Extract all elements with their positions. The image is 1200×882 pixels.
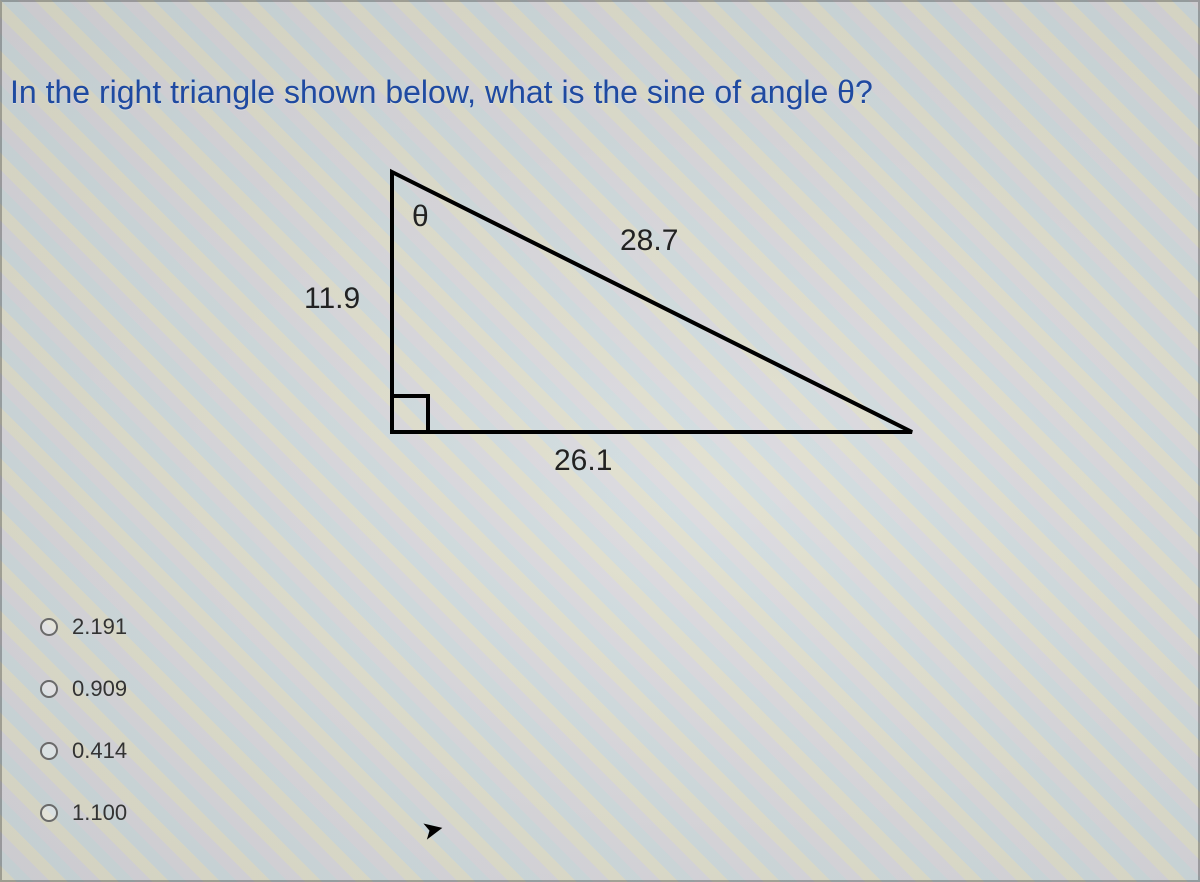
answer-list: 2.191 0.909 0.414 1.100	[40, 614, 127, 862]
theta-label: θ	[412, 200, 429, 234]
question-text: In the right triangle shown below, what …	[10, 74, 873, 111]
left-side-label: 11.9	[304, 282, 360, 316]
hypotenuse-label: 28.7	[620, 224, 678, 258]
triangle-svg	[292, 162, 932, 492]
base-label: 26.1	[554, 444, 612, 478]
answer-label: 0.909	[72, 676, 127, 702]
triangle-shape	[392, 172, 912, 432]
cursor-icon: ➤	[419, 812, 447, 847]
answer-option-4[interactable]: 1.100	[40, 800, 127, 826]
answer-label: 1.100	[72, 800, 127, 826]
triangle-diagram: θ 11.9 28.7 26.1	[292, 162, 932, 492]
answer-label: 0.414	[72, 738, 127, 764]
answer-option-1[interactable]: 2.191	[40, 614, 127, 640]
radio-icon	[40, 742, 58, 760]
answer-label: 2.191	[72, 614, 127, 640]
radio-icon	[40, 804, 58, 822]
right-angle-mark	[392, 396, 428, 432]
answer-option-3[interactable]: 0.414	[40, 738, 127, 764]
radio-icon	[40, 618, 58, 636]
answer-option-2[interactable]: 0.909	[40, 676, 127, 702]
radio-icon	[40, 680, 58, 698]
